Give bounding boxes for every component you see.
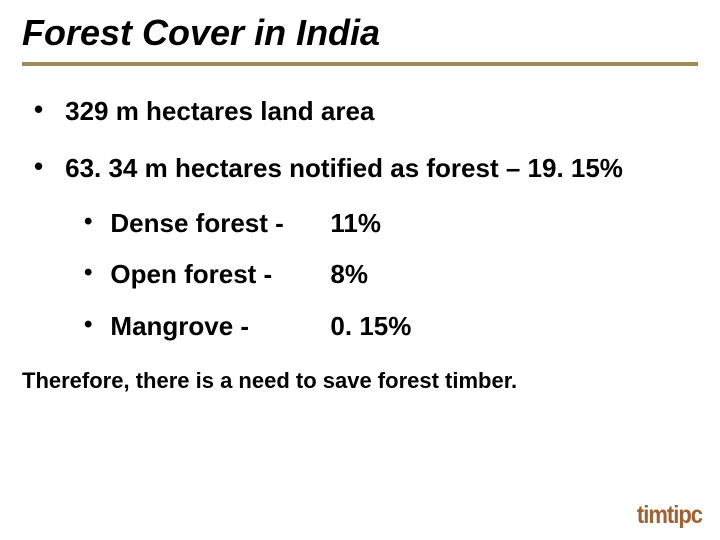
sub-bullet-marker: •: [84, 208, 92, 237]
content-area: • 329 m hectares land area • 63. 34 m he…: [0, 66, 720, 342]
bullet-marker: •: [34, 151, 43, 182]
bullet-text: 329 m hectares land area: [65, 94, 374, 129]
slide-title: Forest Cover in India: [0, 0, 720, 62]
bullet-marker: •: [34, 94, 43, 125]
sub-bullet-row: Open forest - 8%: [110, 259, 368, 290]
sub-bullet-label: Mangrove -: [110, 311, 330, 342]
footer-text: Therefore, there is a need to save fores…: [0, 362, 720, 394]
bullet-item: • 63. 34 m hectares notified as forest –…: [22, 151, 698, 186]
bullet-text: 63. 34 m hectares notified as forest – 1…: [65, 151, 623, 186]
sub-bullet-row: Dense forest - 11%: [110, 208, 381, 239]
sub-bullet-value: 11%: [330, 208, 381, 239]
sub-bullet-label: Dense forest -: [110, 208, 330, 239]
sub-bullet-item: • Dense forest - 11%: [84, 208, 698, 239]
sub-bullet-row: Mangrove - 0. 15%: [110, 311, 411, 342]
sub-bullet-marker: •: [84, 259, 92, 288]
sub-bullet-marker: •: [84, 311, 92, 340]
bullet-item: • 329 m hectares land area: [22, 94, 698, 129]
logo: timtipc: [637, 500, 702, 530]
sub-bullet-value: 0. 15%: [330, 311, 411, 342]
sub-bullet-item: • Open forest - 8%: [84, 259, 698, 290]
sub-bullet-value: 8%: [330, 259, 368, 290]
sub-bullet-item: • Mangrove - 0. 15%: [84, 311, 698, 342]
sub-bullet-label: Open forest -: [110, 259, 330, 290]
